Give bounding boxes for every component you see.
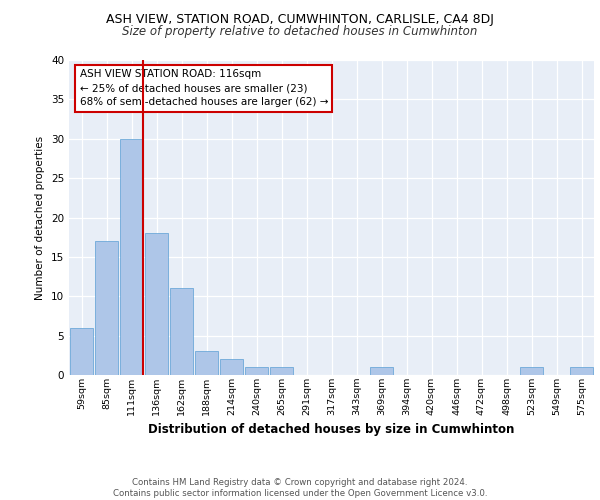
- Bar: [370, 367, 393, 375]
- Text: Size of property relative to detached houses in Cumwhinton: Size of property relative to detached ho…: [122, 25, 478, 38]
- Bar: [220, 359, 243, 375]
- Text: Contains HM Land Registry data © Crown copyright and database right 2024.
Contai: Contains HM Land Registry data © Crown c…: [113, 478, 487, 498]
- Bar: [245, 367, 268, 375]
- X-axis label: Distribution of detached houses by size in Cumwhinton: Distribution of detached houses by size …: [148, 423, 515, 436]
- Bar: [95, 241, 118, 375]
- Text: ASH VIEW, STATION ROAD, CUMWHINTON, CARLISLE, CA4 8DJ: ASH VIEW, STATION ROAD, CUMWHINTON, CARL…: [106, 12, 494, 26]
- Bar: [195, 352, 218, 375]
- Bar: [170, 288, 193, 375]
- Text: ASH VIEW STATION ROAD: 116sqm
← 25% of detached houses are smaller (23)
68% of s: ASH VIEW STATION ROAD: 116sqm ← 25% of d…: [79, 70, 328, 108]
- Y-axis label: Number of detached properties: Number of detached properties: [35, 136, 46, 300]
- Bar: [270, 367, 293, 375]
- Bar: [145, 233, 168, 375]
- Bar: [570, 367, 593, 375]
- Bar: [520, 367, 543, 375]
- Bar: [120, 138, 143, 375]
- Bar: [70, 328, 93, 375]
